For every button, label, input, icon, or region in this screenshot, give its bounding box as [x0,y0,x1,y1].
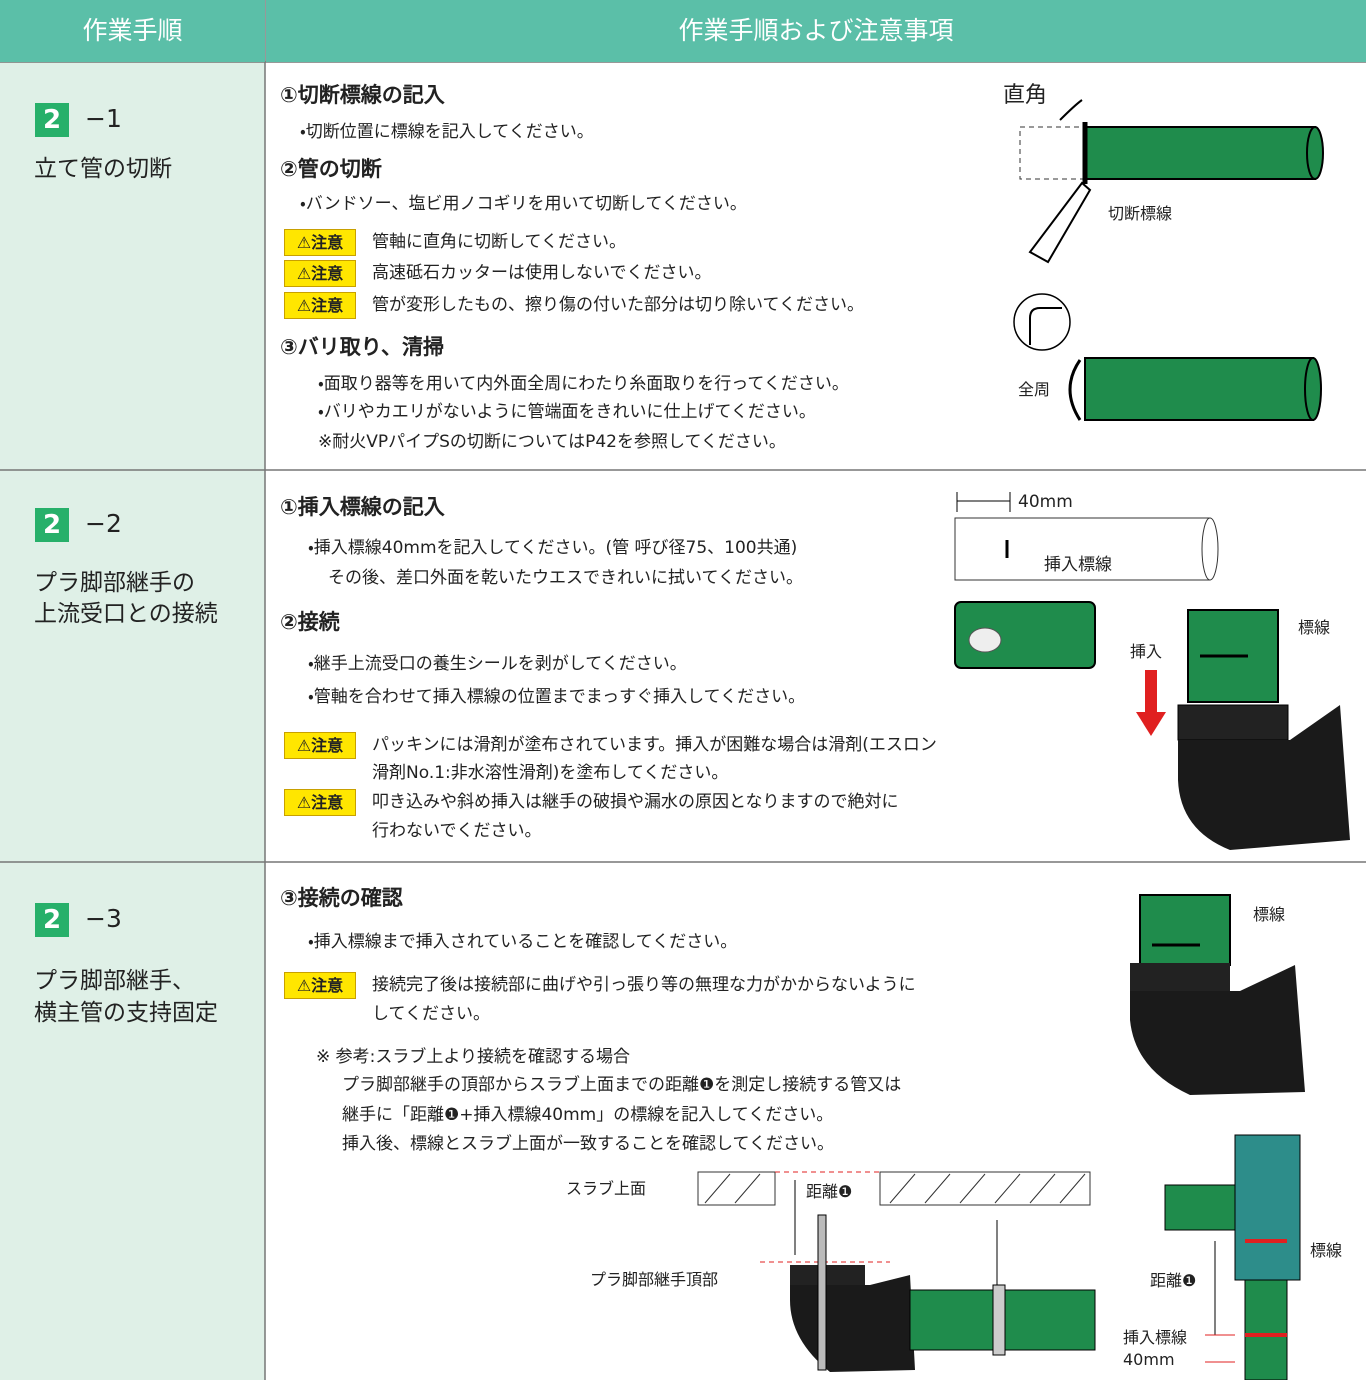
text-line: ・切断位置に標線を記入してください。 [300,122,594,142]
text-line: その後、差口外面を乾いたウエスできれいに拭いてください。 [328,568,803,588]
figure-label: 全周 [1018,380,1051,399]
caution-text: 接続完了後は接続部に曲げや引っ張り等の無理な力がかからないように [372,975,916,995]
heading: ①挿入標線の記入 [280,495,445,519]
caution-label: 注意 [311,233,344,252]
caution-text: 管が変形したもの、擦り傷の付いた部分は切り除いてください。 [372,295,864,315]
figure-label: 40mm [1123,1350,1175,1369]
step-suffix: −3 [85,904,122,933]
caution-label: 注意 [311,793,344,812]
caution-badge: ⚠ 注意 [284,732,356,759]
figure-label: 標線 [1298,618,1331,637]
note-line: 継手に「距離❶+挿入標線40mm」の標線を記入してください。 [342,1105,834,1125]
caution-text: 叩き込みや斜め挿入は継手の破損や漏水の原因となりますので絶対に [372,792,899,812]
caution-text: 管軸に直角に切断してください。 [372,232,626,252]
step-title: 立て管の切断 [34,156,172,182]
step-title: 上流受口との接続 [34,601,218,627]
step-title: 横主管の支持固定 [34,1000,218,1026]
figure-label: 40mm [1018,492,1073,512]
header-left: 作業手順 [0,0,265,62]
figure-label: 切断標線 [1108,204,1173,223]
caution-badge: ⚠ 注意 [284,229,356,256]
heading: ③バリ取り、清掃 [280,335,444,359]
figure-label: 距離❶ [1150,1271,1197,1290]
figure-label: 挿入標線 [1044,555,1112,575]
heading: ①切断標線の記入 [280,83,445,107]
text-line: ※耐火VPパイプSの切断についてはP42を参照してください。 [318,432,786,452]
step-number: 2 [35,903,69,937]
step-suffix: −1 [85,104,122,133]
caution-label: 注意 [311,296,344,315]
text-line: ・面取り器等を用いて内外面全周にわたり糸面取りを行ってください。 [318,374,849,394]
caution-label: 注意 [311,736,344,755]
caution-badge: ⚠ 注意 [284,260,356,287]
heading: ③接続の確認 [280,886,403,910]
step-suffix: −2 [85,509,122,538]
caution-text: してください。 [372,1004,490,1024]
figure-label: 標線 [1310,1241,1343,1260]
figure-label: 距離❶ [806,1182,853,1201]
header-right: 作業手順および注意事項 [266,0,1366,62]
caution-text: 行わないでください。 [372,821,542,841]
note-line: 挿入後、標線とスラブ上面が一致することを確認してください。 [342,1134,834,1154]
text-line: ・バリやカエリがないように管端面をきれいに仕上げてください。 [318,402,816,422]
caution-badge: ⚠ 注意 [284,972,356,999]
text-line: ・継手上流受口の養生シールを剥がしてください。 [308,654,687,674]
step-number: 2 [35,508,69,542]
step-title: プラ脚部継手の [34,570,195,596]
caution-text: 滑剤No.1:非水溶性滑剤)を塗布してください。 [372,763,729,783]
figure-label: 標線 [1253,905,1286,924]
text-line: ・管軸を合わせて挿入標線の位置までまっすぐ挿入してください。 [308,687,806,707]
step-title: プラ脚部継手、 [34,968,195,994]
caution-badge: ⚠ 注意 [284,292,356,319]
figure-label: プラ脚部継手頂部 [590,1270,719,1289]
caution-text: 高速砥石カッターは使用しないでください。 [372,263,712,283]
step-number: 2 [35,103,69,137]
figure-label: 挿入標線 [1123,1328,1188,1347]
text-line: ・挿入標線40mmを記入してください。(管 呼び径75、100共通) [308,538,798,558]
heading: ②接続 [280,610,340,634]
figure-label: 挿入 [1130,642,1163,661]
caution-label: 注意 [311,976,344,995]
caution-label: 注意 [311,264,344,283]
note-line: プラ脚部継手の頂部からスラブ上面までの距離❶を測定し接続する管又は [342,1075,902,1095]
note-line: ※ 参考:スラブ上より接続を確認する場合 [316,1047,631,1067]
heading: ②管の切断 [280,157,382,181]
figure-label: 直角 [1003,83,1048,108]
caution-text: パッキンには滑剤が塗布されています。挿入が困難な場合は滑剤(エスロン [372,735,937,755]
text-line: ・バンドソー、塩ビ用ノコギリを用いて切断してください。 [300,194,747,214]
caution-badge: ⚠ 注意 [284,789,356,816]
text-line: ・挿入標線まで挿入されていることを確認してください。 [308,932,738,952]
figure-label: スラブ上面 [566,1179,647,1198]
